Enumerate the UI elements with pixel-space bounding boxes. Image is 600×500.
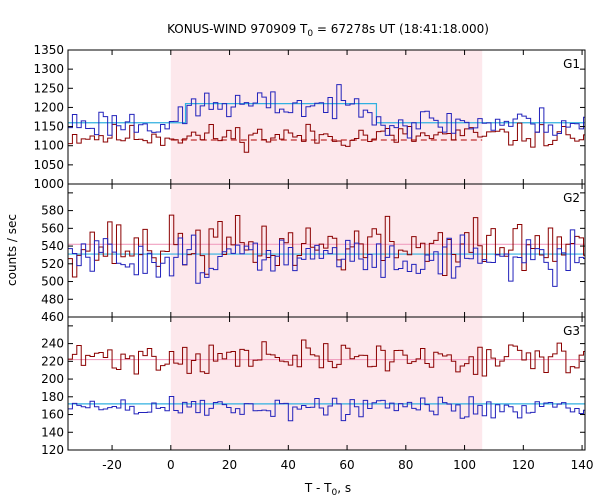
y-tick-label: 240 [41, 337, 64, 351]
y-tick-label: 500 [41, 275, 64, 289]
panel-g3: 120 140 160 180 200 220 240 G3 [41, 316, 586, 457]
x-tick-label: 120 [512, 458, 535, 472]
y-tick-label: 1300 [33, 62, 64, 76]
y-tick-label: 580 [41, 204, 64, 218]
y-tick-label: 460 [41, 310, 64, 324]
rate-series-0 [68, 122, 585, 153]
data-layer [68, 339, 585, 422]
y-tick-label: 120 [41, 443, 64, 457]
x-axis-title: T - T0, s [304, 481, 351, 498]
y-tick-label: 160 [41, 408, 64, 422]
rate-series-0 [68, 214, 585, 278]
x-tick-label: 140 [571, 458, 594, 472]
x-tick-label: 80 [398, 458, 413, 472]
y-tick-label: 480 [41, 292, 64, 306]
panel-g1: 1000 1050 1100 1150 1200 1250 1300 1350 G1 [33, 43, 586, 191]
panel-label: G1 [563, 57, 580, 71]
panel-frame [67, 316, 586, 451]
x-tick-label: 60 [339, 458, 354, 472]
y-tick-label: 540 [41, 239, 64, 253]
chart-title: KONUS-WIND 970909 T0 = 67278s UT (18:41:… [167, 22, 489, 39]
y-axis-title: counts / sec [5, 214, 19, 286]
y-tick-label: 180 [41, 390, 64, 404]
highlight-interval [170, 50, 483, 184]
rate-series-1 [68, 395, 585, 422]
plot-area: 10001050110011501200125013001350G1460480… [33, 43, 593, 472]
panel-label: G2 [563, 191, 580, 205]
highlight-interval [170, 317, 483, 450]
y-tick-label: 1250 [33, 81, 64, 95]
y-tick-label: 140 [41, 425, 64, 439]
rate-series-1 [68, 229, 585, 287]
y-tick-label: 220 [41, 354, 64, 368]
y-tick-label: 1200 [33, 100, 64, 114]
y-tick-label: 560 [41, 221, 64, 235]
y-tick-label: 1050 [33, 158, 64, 172]
x-tick-label: -20 [102, 458, 122, 472]
y-tick-label: 1350 [33, 43, 64, 57]
panel-label: G3 [563, 324, 580, 338]
x-tick-label: 40 [281, 458, 296, 472]
y-tick-label: 520 [41, 257, 64, 271]
rate-series-0 [68, 339, 585, 377]
x-tick-label: 0 [167, 458, 175, 472]
data-layer [68, 84, 585, 153]
panel-g2: 460 480 500 520 540 560 580 G2 [41, 183, 586, 324]
y-tick-label: 200 [41, 372, 64, 386]
x-tick-label: 20 [222, 458, 237, 472]
y-tick-label: 1100 [33, 139, 64, 153]
rate-series-1 [68, 84, 585, 139]
data-layer [68, 214, 585, 287]
y-tick-label: 1000 [33, 177, 64, 191]
x-tick-label: 100 [453, 458, 476, 472]
y-tick-label: 1150 [33, 120, 64, 134]
